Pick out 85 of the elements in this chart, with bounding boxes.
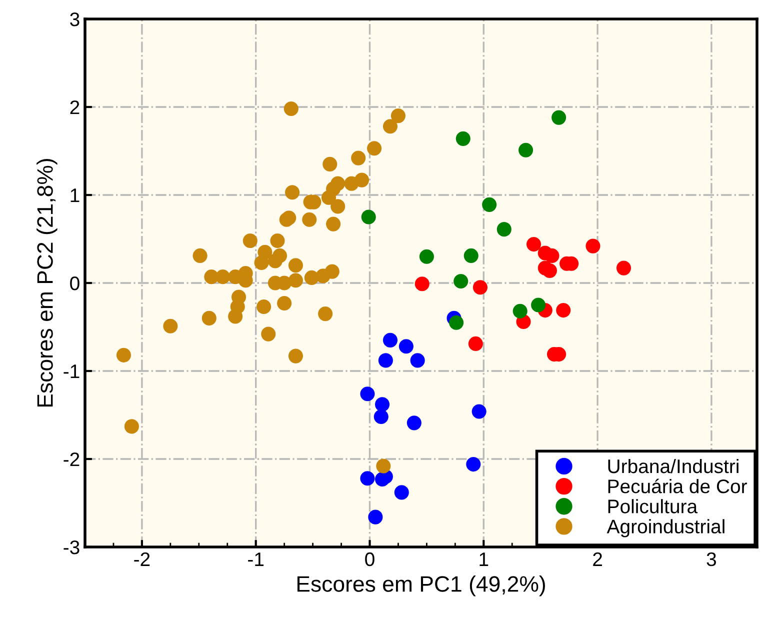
point <box>288 258 303 273</box>
point <box>368 510 383 524</box>
y-tick-label: 1 <box>70 188 80 202</box>
point <box>374 397 390 412</box>
point <box>270 233 285 248</box>
point <box>378 353 393 368</box>
point <box>586 238 600 254</box>
x-tick-label: 0 <box>365 552 374 566</box>
point <box>261 326 276 342</box>
point <box>268 254 282 268</box>
x-tick-label: 1 <box>480 552 488 566</box>
point <box>542 263 557 278</box>
point <box>419 249 434 264</box>
point <box>288 348 303 364</box>
point <box>321 190 336 205</box>
x-axis-title: Escores em PC1 (49,2%) <box>297 576 545 596</box>
point <box>284 101 298 116</box>
point <box>472 404 486 419</box>
point <box>360 471 375 486</box>
point <box>256 299 272 314</box>
point <box>288 273 303 288</box>
y-tick-label: 3 <box>70 12 80 26</box>
legend-label: Pecuária de Cor <box>608 478 747 494</box>
point <box>302 212 317 227</box>
point <box>374 409 388 424</box>
x-tick-label: 3 <box>706 552 716 566</box>
point <box>556 302 571 318</box>
y-tick-label: -2 <box>64 452 80 466</box>
point <box>512 304 528 318</box>
point <box>228 309 243 324</box>
point <box>116 348 132 362</box>
point <box>496 222 512 237</box>
point <box>468 336 483 352</box>
point <box>464 248 478 264</box>
x-tick-label: -2 <box>134 552 150 566</box>
point <box>518 142 534 158</box>
point <box>376 458 391 474</box>
y-tick-label: -1 <box>64 364 80 378</box>
x-tick-label: 2 <box>593 552 602 566</box>
point <box>254 255 269 270</box>
point <box>482 197 497 212</box>
point <box>124 419 139 434</box>
x-tick-label: -1 <box>248 552 264 566</box>
point <box>472 280 488 295</box>
point <box>202 310 216 326</box>
point <box>322 156 338 172</box>
point <box>394 485 409 500</box>
point <box>242 233 258 248</box>
y-axis-title: Escores em PC2 (21,8%) <box>36 159 58 407</box>
y-tick-label: 2 <box>70 100 80 114</box>
point <box>360 386 375 402</box>
point <box>277 296 292 311</box>
point <box>414 276 430 292</box>
point <box>390 108 406 124</box>
point <box>454 274 468 289</box>
point <box>304 270 319 286</box>
point <box>216 270 230 284</box>
y-tick-label: 0 <box>70 276 80 290</box>
point <box>367 141 382 156</box>
point <box>410 353 425 368</box>
point <box>456 131 470 146</box>
point <box>526 236 542 252</box>
point <box>382 332 398 348</box>
point <box>466 456 481 472</box>
point <box>326 216 341 232</box>
point <box>192 248 208 264</box>
point <box>544 248 560 264</box>
point <box>552 110 566 125</box>
legend-label: Urbana/Industri <box>608 458 738 474</box>
point <box>361 210 376 224</box>
point <box>406 416 422 430</box>
legend-label: Policultura <box>608 499 698 514</box>
point <box>616 260 632 276</box>
point <box>398 339 414 354</box>
point <box>330 199 346 214</box>
legend-label: Agroindustrial <box>606 519 724 538</box>
y-tick-label: -3 <box>64 540 80 554</box>
point <box>351 150 366 166</box>
point <box>285 185 300 200</box>
point <box>449 315 464 330</box>
point <box>318 306 333 322</box>
point <box>382 119 398 134</box>
point <box>344 176 359 191</box>
point <box>531 298 546 312</box>
point <box>163 318 178 334</box>
